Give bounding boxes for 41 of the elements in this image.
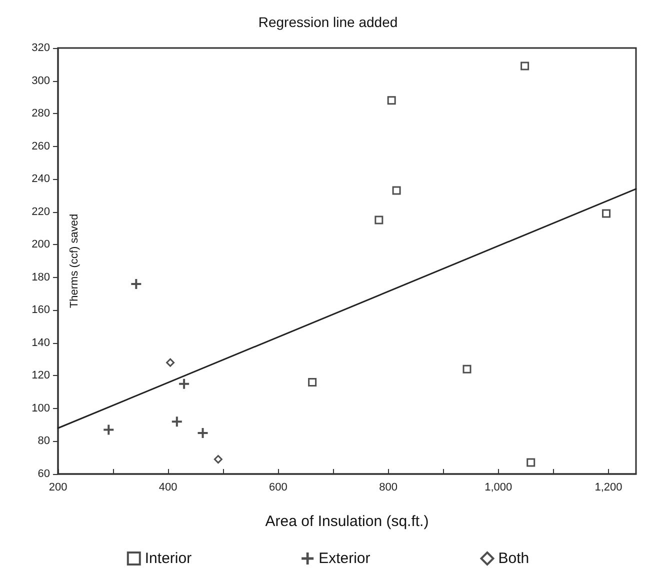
y-tick-label: 200 <box>32 238 50 251</box>
legend-label: Interior <box>144 550 192 567</box>
point <box>166 358 175 367</box>
y-tick-label: 100 <box>32 402 50 414</box>
y-tick-label: 320 <box>32 42 50 54</box>
y-tick-label: 220 <box>32 206 50 218</box>
point <box>308 378 317 386</box>
point <box>387 96 396 105</box>
x-tick-label: 600 <box>269 482 288 494</box>
x-tick-label: 800 <box>379 482 398 494</box>
y-tick-label: 120 <box>32 370 50 382</box>
point <box>198 428 208 438</box>
point <box>602 209 611 218</box>
point <box>392 186 401 195</box>
x-tick-label: 400 <box>158 482 178 494</box>
x-tick-label: 1,200 <box>594 482 622 494</box>
x-tick-label: 200 <box>48 482 68 494</box>
y-tick-label: 260 <box>32 140 50 152</box>
y-tick-label: 300 <box>32 74 50 87</box>
legend-label: Exterior <box>318 550 370 567</box>
x-axis-title: Area of Insulation (sq.ft.) <box>265 513 429 530</box>
point <box>520 62 530 70</box>
point <box>526 458 536 467</box>
point <box>131 278 142 289</box>
y-tick-label: 280 <box>32 108 50 120</box>
point <box>214 455 222 464</box>
y-tick-label: 140 <box>32 336 50 349</box>
y-tick-label: 240 <box>32 173 50 186</box>
chart-subtitle: Regression line added <box>258 14 398 30</box>
x-tick-label: 1,000 <box>484 482 512 494</box>
point <box>172 416 182 427</box>
legend-label: Both <box>498 550 530 567</box>
point <box>462 364 472 374</box>
y-tick-label: 180 <box>32 271 50 284</box>
y-tick-label: 60 <box>38 468 50 480</box>
y-axis-title: Therms (ccf) saved <box>68 214 80 308</box>
point <box>104 424 114 435</box>
point <box>374 216 384 224</box>
point <box>179 378 190 389</box>
y-tick-label: 80 <box>38 435 50 448</box>
y-tick-label: 160 <box>32 304 50 316</box>
